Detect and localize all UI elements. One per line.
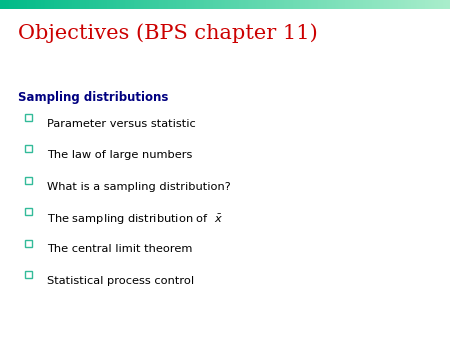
Bar (25, 240, 32, 247)
Bar (25, 145, 32, 152)
Bar (25, 208, 32, 215)
Text: What is a sampling distribution?: What is a sampling distribution? (47, 182, 231, 192)
Text: Objectives (BPS chapter 11): Objectives (BPS chapter 11) (18, 24, 318, 43)
Text: Statistical process control: Statistical process control (47, 276, 194, 286)
Text: Sampling distributions: Sampling distributions (18, 91, 168, 104)
Text: The central limit theorem: The central limit theorem (47, 244, 193, 255)
Text: The sampling distribution of  $\bar{x}$: The sampling distribution of $\bar{x}$ (47, 213, 223, 227)
Text: The law of large numbers: The law of large numbers (47, 150, 193, 160)
Bar (25, 271, 32, 278)
Text: Parameter versus statistic: Parameter versus statistic (47, 119, 196, 129)
Bar (25, 177, 32, 184)
Bar (25, 114, 32, 121)
